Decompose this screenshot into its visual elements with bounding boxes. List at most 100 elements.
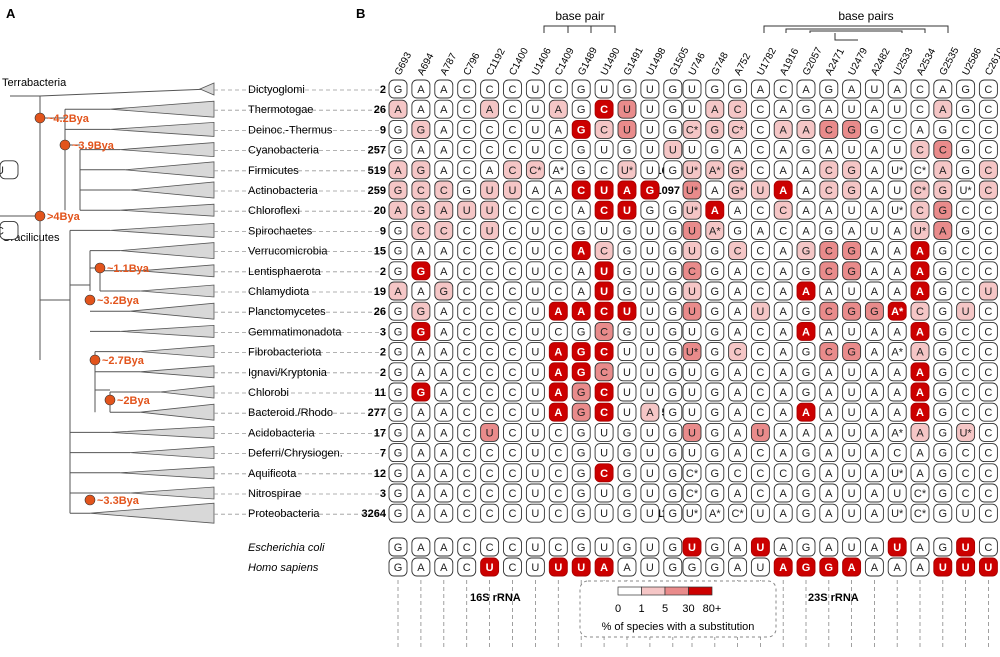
nucleotide-box	[480, 422, 500, 442]
nucleotide-box	[548, 483, 568, 503]
nucleotide-box	[663, 160, 683, 180]
nucleotide-letter: U	[623, 124, 631, 136]
nucleotide-letter: C	[509, 508, 517, 520]
nucleotide-letter: U	[962, 562, 970, 574]
nucleotide-cell: C	[956, 362, 976, 382]
nucleotide-box	[978, 463, 998, 483]
nucleotide-box	[388, 503, 408, 523]
nucleotide-cell: A	[864, 362, 884, 382]
taxon-name: Proteobacteria	[248, 508, 320, 520]
nucleotide-box	[457, 180, 477, 200]
nucleotide-box	[434, 220, 454, 240]
nucleotide-letter: G	[669, 205, 678, 217]
nucleotide-letter: U*	[891, 508, 904, 520]
nucleotide-box	[503, 79, 522, 99]
nucleotide-cell: U*	[682, 180, 702, 200]
nucleotide-box	[434, 402, 454, 422]
nucleotide-box	[411, 537, 431, 557]
nucleotide-box	[728, 180, 748, 200]
nucleotide-cell: U	[640, 241, 660, 261]
nucleotide-cell: U*	[682, 160, 702, 180]
nucleotide-cell: U	[594, 443, 614, 463]
nucleotide-cell: A	[864, 160, 884, 180]
nucleotide-cell: U	[480, 200, 500, 220]
nucleotide-cell: U	[457, 200, 477, 220]
nucleotide-letter: C*	[686, 488, 699, 500]
nucleotide-box	[548, 160, 568, 180]
nucleotide-box	[864, 99, 884, 119]
nucleotide-letter: A	[939, 84, 947, 96]
nucleotide-cell: A	[910, 557, 930, 577]
nucleotide-cell: U	[682, 422, 702, 442]
nucleotide-cell: G	[388, 382, 408, 402]
nucleotide-box	[594, 443, 614, 463]
nucleotide-cell: C	[503, 483, 522, 503]
nucleotide-cell: C	[819, 342, 839, 362]
nucleotide-box	[525, 261, 545, 281]
nucleotide-box	[773, 261, 793, 281]
nucleotide-letter: C	[463, 306, 471, 318]
nucleotide-letter: C	[554, 205, 562, 217]
age-label: ~1.1Bya	[107, 263, 150, 275]
nucleotide-box	[978, 99, 998, 119]
nucleotide-cell: G	[411, 261, 431, 281]
clade-label-terrabacteria: Terrabacteria	[2, 77, 67, 89]
nucleotide-box	[388, 537, 408, 557]
nucleotide-box	[864, 537, 884, 557]
species-count-16s: 2	[380, 84, 386, 96]
nucleotide-letter: C	[984, 145, 992, 157]
nucleotide-letter: A	[916, 246, 924, 258]
nucleotide-box	[956, 537, 976, 557]
nucleotide-letter: G	[646, 205, 655, 217]
nucleotide-cell: A	[411, 443, 431, 463]
species-count-16s: 3	[380, 488, 386, 500]
nucleotide-letter: U	[486, 185, 494, 197]
nucleotide-box	[640, 382, 660, 402]
col-header-16s: U1406	[530, 46, 554, 78]
nucleotide-box	[617, 180, 637, 200]
nucleotide-box	[480, 463, 500, 483]
nucleotide-cell: C	[457, 241, 477, 261]
nucleotide-box	[503, 483, 522, 503]
nucleotide-box	[819, 241, 839, 261]
species-count-16s: 26	[374, 306, 386, 318]
nucleotide-cell: U	[887, 537, 907, 557]
nucleotide-letter: A	[440, 165, 448, 177]
col-header-23s: G2057	[801, 45, 825, 77]
nucleotide-letter: C*	[686, 468, 699, 480]
col-header-23s: C2610	[983, 46, 1000, 78]
nucleotide-cell: G	[933, 180, 953, 200]
nucleotide-box	[434, 79, 454, 99]
nucleotide-letter: G	[939, 185, 948, 197]
nucleotide-box	[728, 220, 748, 240]
nucleotide-letter: A	[440, 347, 448, 359]
nucleotide-box	[796, 180, 816, 200]
nucleotide-letter: G	[394, 542, 403, 554]
nucleotide-box	[773, 443, 793, 463]
nucleotide-letter: A	[555, 104, 563, 116]
nucleotide-cell: C	[548, 443, 568, 463]
nucleotide-letter: A	[802, 407, 810, 419]
nucleotide-letter: A	[894, 367, 902, 379]
nucleotide-cell: U	[682, 402, 702, 422]
nucleotide-letter: C	[600, 347, 608, 359]
nucleotide-box	[594, 180, 614, 200]
nucleotide-cell: G	[842, 119, 862, 139]
taxon-row: Aquificota1213GAACCCUCGCGUGC*GCCCGAUAU*A…	[248, 463, 998, 483]
nucleotide-letter: A	[871, 104, 879, 116]
nucleotide-box	[933, 180, 953, 200]
species-count-16s: 277	[368, 407, 386, 419]
nucleotide-box	[388, 557, 408, 577]
nucleotide-box	[750, 140, 770, 160]
nucleotide-letter: A	[871, 246, 879, 258]
nucleotide-box	[480, 382, 500, 402]
leader-lines	[214, 89, 386, 515]
nucleotide-box	[434, 443, 454, 463]
nucleotide-box	[594, 557, 614, 577]
nucleotide-cell: U	[640, 362, 660, 382]
nucleotide-cell: C	[682, 261, 702, 281]
nucleotide-letter: U	[646, 246, 654, 258]
nucleotide-letter: C	[554, 488, 562, 500]
nucleotide-letter: C	[916, 205, 924, 217]
nucleotide-letter: G	[623, 266, 632, 278]
